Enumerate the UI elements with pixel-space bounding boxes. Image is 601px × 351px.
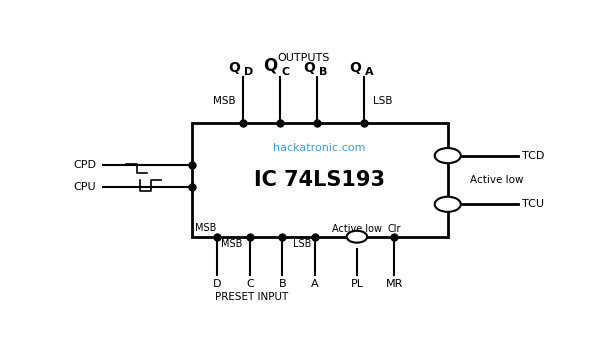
Text: C: C xyxy=(246,279,254,289)
Text: LSB: LSB xyxy=(373,96,392,106)
Text: CPU: CPU xyxy=(73,182,96,192)
Text: D: D xyxy=(244,67,254,77)
Text: Q: Q xyxy=(263,57,278,74)
Text: D: D xyxy=(213,279,221,289)
Text: MR: MR xyxy=(385,279,403,289)
Text: IC 74LS193: IC 74LS193 xyxy=(254,170,385,190)
Text: MSB: MSB xyxy=(213,96,236,106)
Text: A: A xyxy=(311,279,319,289)
Text: Active low: Active low xyxy=(470,175,523,185)
Text: Clr: Clr xyxy=(388,224,401,234)
Text: PRESET INPUT: PRESET INPUT xyxy=(216,292,288,302)
Circle shape xyxy=(347,231,367,243)
Text: B: B xyxy=(319,67,327,77)
Text: OUTPUTS: OUTPUTS xyxy=(277,53,329,63)
Text: TCD: TCD xyxy=(522,151,545,161)
Text: CPD: CPD xyxy=(73,160,96,170)
Circle shape xyxy=(435,197,461,212)
Text: C: C xyxy=(281,67,290,77)
Text: MSB: MSB xyxy=(221,239,242,250)
Text: B: B xyxy=(279,279,286,289)
Text: A: A xyxy=(365,67,374,77)
Text: LSB: LSB xyxy=(293,239,311,250)
Text: Q: Q xyxy=(350,61,362,74)
Bar xyxy=(192,123,448,237)
Circle shape xyxy=(435,148,461,163)
Text: TCU: TCU xyxy=(522,199,545,209)
Text: Active low: Active low xyxy=(332,224,382,234)
Text: Q: Q xyxy=(303,61,315,74)
Text: hackatronic.com: hackatronic.com xyxy=(273,143,366,153)
Text: MSB: MSB xyxy=(195,223,217,233)
Text: PL: PL xyxy=(350,279,364,289)
Text: Q: Q xyxy=(228,61,240,74)
